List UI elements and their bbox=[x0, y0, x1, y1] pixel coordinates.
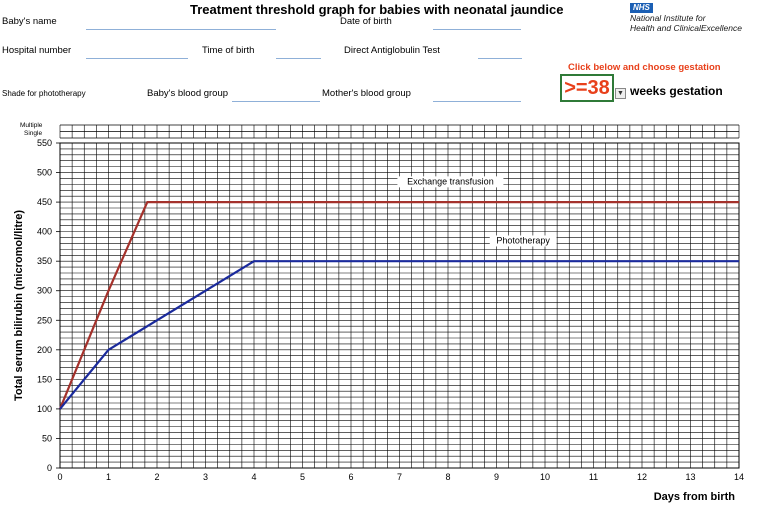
date-of-birth-field[interactable] bbox=[433, 29, 521, 30]
phototherapy-label: Phototherapy bbox=[496, 235, 550, 245]
y-tick-label: 50 bbox=[42, 433, 52, 443]
x-tick-label: 13 bbox=[685, 472, 695, 482]
x-tick-label: 3 bbox=[203, 472, 208, 482]
direct-antiglobulin-field[interactable] bbox=[478, 58, 522, 59]
y-tick-label: 400 bbox=[37, 227, 52, 237]
x-tick-label: 4 bbox=[251, 472, 256, 482]
y-axis-label: Total serum bilirubin (micromol/litre) bbox=[13, 210, 25, 401]
y-tick-label: 500 bbox=[37, 168, 52, 178]
nhs-logo: NHS bbox=[630, 3, 653, 13]
y-tick-label: 150 bbox=[37, 374, 52, 384]
x-tick-label: 6 bbox=[348, 472, 353, 482]
babys-name-field[interactable] bbox=[86, 29, 276, 30]
chart-axes bbox=[56, 142, 740, 469]
x-tick-label: 5 bbox=[300, 472, 305, 482]
time-of-birth-field[interactable] bbox=[276, 58, 321, 59]
mothers-blood-group-label: Mother's blood group bbox=[322, 88, 411, 99]
babys-blood-group-label: Baby's blood group bbox=[147, 88, 229, 99]
x-tick-label: 8 bbox=[445, 472, 450, 482]
phototherapy-line bbox=[59, 260, 739, 410]
nice-organisation: National Institute for Health and Clinic… bbox=[630, 13, 742, 33]
chart-grid bbox=[59, 142, 740, 469]
gestation-instruction: Click below and choose gestation bbox=[568, 62, 721, 73]
plot-border bbox=[59, 142, 740, 469]
hospital-number-label: Hospital number bbox=[2, 45, 72, 56]
multiple-label: Multiple bbox=[20, 122, 43, 129]
direct-antiglobulin-label: Direct Antiglobulin Test bbox=[344, 45, 440, 56]
y-tick-label: 450 bbox=[37, 197, 52, 207]
mothers-blood-group-field[interactable] bbox=[433, 101, 521, 102]
date-of-birth-label: Date of birth bbox=[340, 16, 392, 27]
y-tick-label: 0 bbox=[47, 463, 52, 473]
babys-name-label: Baby's name bbox=[2, 16, 57, 27]
x-tick-label: 14 bbox=[734, 472, 744, 482]
x-tick-label: 11 bbox=[589, 472, 598, 482]
shade-phototherapy-label: Shade for phototherapy bbox=[2, 89, 86, 98]
series-label-bg bbox=[397, 176, 504, 188]
x-tick-label: 9 bbox=[494, 472, 499, 482]
chevron-down-icon[interactable]: ▼ bbox=[615, 88, 626, 99]
x-tick-label: 1 bbox=[106, 472, 111, 482]
babys-blood-group-field[interactable] bbox=[232, 101, 320, 102]
y-tick-label: 350 bbox=[37, 256, 52, 266]
nice-line-1: National Institute for bbox=[630, 13, 706, 23]
chart-series bbox=[58, 200, 739, 410]
birth-type-strip bbox=[59, 124, 740, 139]
y-tick-label: 300 bbox=[37, 286, 52, 296]
series-label-bg bbox=[489, 235, 557, 247]
single-label: Single bbox=[24, 130, 43, 137]
x-tick-label: 10 bbox=[540, 472, 550, 482]
gestation-select[interactable]: >=38 bbox=[560, 74, 614, 102]
x-tick-label: 12 bbox=[637, 472, 647, 482]
x-tick-label: 7 bbox=[397, 472, 402, 482]
weeks-gestation-label: weeks gestation bbox=[630, 84, 723, 98]
nice-line-2: Health and ClinicalExcellence bbox=[630, 23, 742, 33]
x-tick-label: 0 bbox=[57, 472, 62, 482]
y-tick-label: 550 bbox=[37, 138, 52, 148]
y-tick-label: 200 bbox=[37, 345, 52, 355]
exchange-transfusion-line bbox=[58, 200, 739, 410]
x-axis-label: Days from birth bbox=[654, 491, 736, 503]
hospital-number-field[interactable] bbox=[86, 58, 188, 59]
time-of-birth-label: Time of birth bbox=[202, 45, 255, 56]
y-tick-label: 100 bbox=[37, 404, 52, 414]
x-tick-label: 2 bbox=[154, 472, 159, 482]
chart-title: Treatment threshold graph for babies wit… bbox=[190, 2, 564, 17]
y-tick-label: 250 bbox=[37, 315, 52, 325]
exchange-transfusion-label: Exchange transfusion bbox=[407, 176, 494, 186]
